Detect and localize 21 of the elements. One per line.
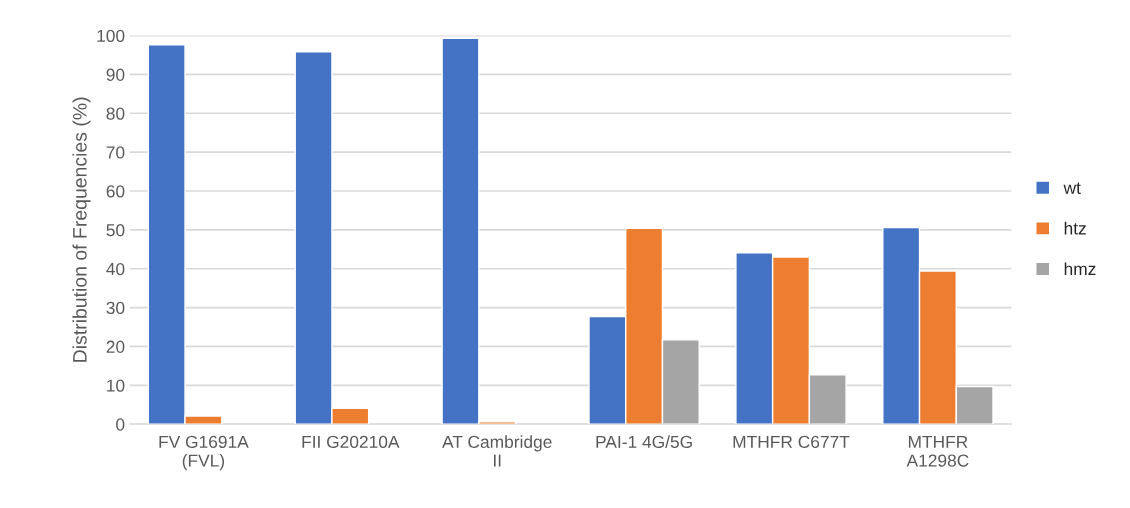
y-tick-label: 60 — [106, 185, 125, 198]
legend-label: htz — [1064, 221, 1086, 235]
y-tick-label: 30 — [106, 301, 125, 315]
y-tick-label: 80 — [106, 107, 125, 120]
x-tick-label: FII G20210A — [302, 435, 400, 449]
y-tick-label: 40 — [106, 262, 125, 276]
x-tick-label: AT Cambridge II — [442, 435, 552, 467]
y-tick-label: 10 — [107, 379, 125, 392]
legend-label: hmz — [1064, 262, 1096, 275]
y-tick-label: 100 — [97, 29, 125, 43]
y-tick-label: 90 — [106, 68, 125, 81]
x-tick-label: PAI-1 4G/5G — [596, 435, 692, 449]
x-tick-label: MTHFR C677T — [733, 435, 850, 449]
x-tick-label: MTHFR A1298C — [906, 435, 969, 467]
y-axis-title: Distribution of Frequencies (%) — [72, 97, 91, 362]
y-tick-label: 0 — [116, 418, 125, 431]
y-tick-label: 50 — [106, 224, 125, 237]
x-tick-label: FV G1691A (FVL) — [159, 435, 249, 471]
legend-label: wt — [1063, 182, 1081, 194]
y-tick-label: 70 — [106, 146, 125, 159]
y-tick-label: 20 — [106, 340, 125, 353]
